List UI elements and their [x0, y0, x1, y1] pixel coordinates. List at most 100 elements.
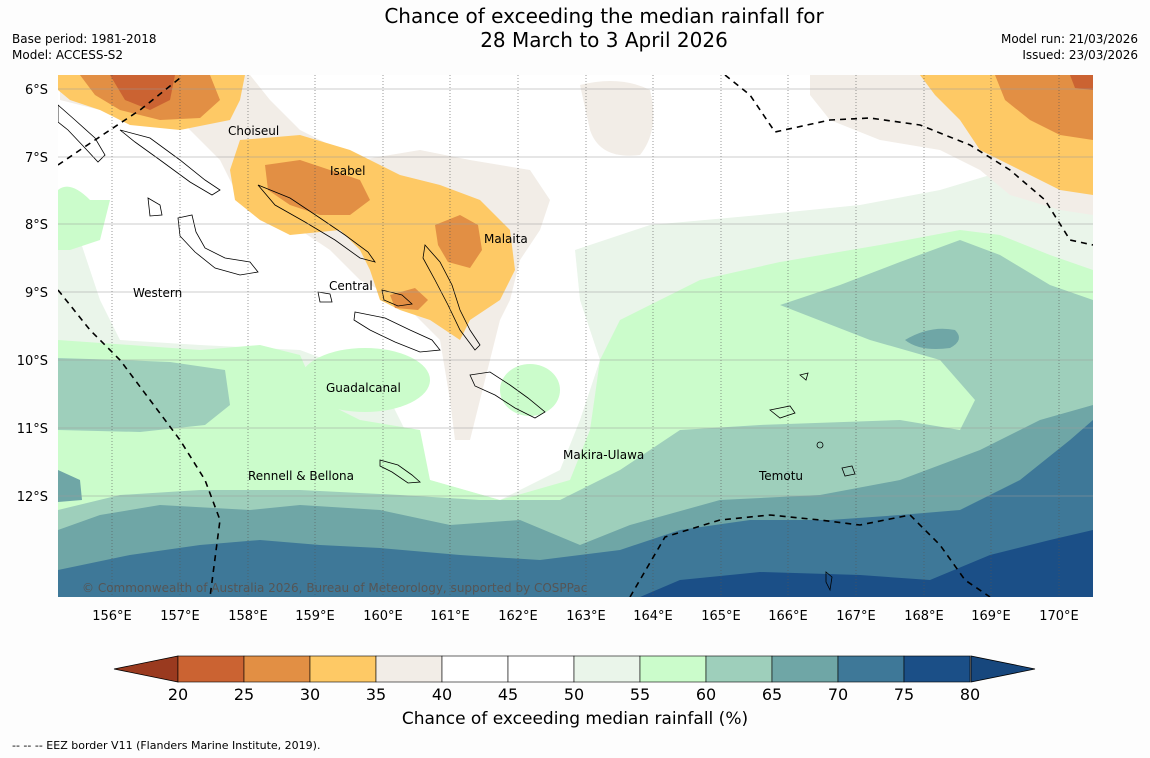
- isabel-coast: [257, 184, 376, 263]
- base-period: Base period: 1981-2018: [12, 32, 157, 46]
- newgeorgia-coast: [177, 214, 259, 276]
- choiseul-coast: [119, 129, 221, 196]
- colorbar-cell: [705, 655, 773, 683]
- lon-label: 167°E: [836, 609, 876, 624]
- colorbar-ticks: 20 25 30 35 40 45 50 55 60 65 70 75 80: [168, 685, 980, 700]
- colorbar-cell: [837, 655, 905, 683]
- lon-label: 165°E: [701, 609, 741, 624]
- nggela-coast: [381, 289, 413, 307]
- lat-axis: 6°S 7°S 8°S 9°S 10°S 11°S 12°S: [17, 83, 48, 505]
- colorbar-tick: 65: [762, 685, 782, 700]
- coastlines: [58, 104, 856, 592]
- colorbar-cell: [903, 655, 971, 683]
- lat-label: 8°S: [25, 218, 48, 233]
- colorbar-low-arrow: [113, 655, 179, 683]
- colorbar-cell: [375, 655, 443, 683]
- rennell-coast: [379, 459, 421, 484]
- makira-coast: [469, 371, 546, 419]
- colorbar: 20 25 30 35 40 45 50 55 60 65 70 75 80: [113, 655, 1036, 700]
- run-info: Model run: 21/03/2026 Issued: 23/03/2026: [1001, 31, 1138, 63]
- colorbar-cell: [309, 655, 377, 683]
- lon-label: 159°E: [295, 609, 335, 624]
- colorbar-cell: [177, 655, 245, 683]
- band-40-45-small: [580, 81, 654, 156]
- eez-legend-note: -- -- -- EEZ border V11 (Flanders Marine…: [12, 739, 321, 752]
- model-info: Base period: 1981-2018 Model: ACCESS-S2: [12, 31, 157, 63]
- eez-border: [58, 75, 1093, 597]
- band-70-75-blob: [905, 328, 959, 349]
- colorbar-cell: [441, 655, 509, 683]
- title-line-2: 28 March to 3 April 2026: [480, 28, 728, 52]
- vella-coast: [147, 197, 163, 217]
- malaita-coast: [422, 244, 481, 351]
- lat-label: 10°S: [17, 354, 48, 369]
- band-30-35-northeast: [995, 75, 1093, 140]
- bougainville-coast: [58, 104, 106, 163]
- reef-islands: [799, 372, 809, 381]
- lat-label: 11°S: [17, 422, 48, 437]
- santacruz-coast: [769, 405, 796, 419]
- colorbar-tick: 70: [828, 685, 848, 700]
- lon-label: 161°E: [430, 609, 470, 624]
- lon-label: 166°E: [768, 609, 808, 624]
- lon-axis: 156°E 157°E 158°E 159°E 160°E 161°E 162°…: [92, 609, 1079, 624]
- region-label-temotu: Temotu: [758, 469, 803, 483]
- band-60-65-makira: [500, 364, 560, 416]
- colorbar-tick: 75: [894, 685, 914, 700]
- issued-date: Issued: 23/03/2026: [1022, 48, 1138, 62]
- region-label-malaita: Malaita: [484, 232, 528, 246]
- colorbar-cell: [771, 655, 839, 683]
- lat-label: 6°S: [25, 83, 48, 98]
- colorbar-tick: 20: [168, 685, 188, 700]
- colorbar-tick: 50: [564, 685, 584, 700]
- lon-label: 162°E: [498, 609, 538, 624]
- band-80-plus: [640, 530, 1093, 597]
- title-line-1: Chance of exceeding the median rainfall …: [384, 4, 824, 28]
- tikopia-island: [816, 441, 824, 449]
- region-label-western: Western: [133, 286, 182, 300]
- lon-label: 168°E: [904, 609, 944, 624]
- temotu-island: [841, 465, 856, 477]
- anuta-island: [825, 571, 833, 592]
- colorbar-tick: 25: [234, 685, 254, 700]
- colorbar-tick: 45: [498, 685, 518, 700]
- colorbar-cell: [243, 655, 311, 683]
- colorbar-tick: 80: [960, 685, 980, 700]
- colorbar-cell: [639, 655, 707, 683]
- lat-label: 9°S: [25, 286, 48, 301]
- region-label-guadalcanal: Guadalcanal: [326, 381, 401, 395]
- band-25-30-north: [110, 75, 175, 110]
- lon-label: 163°E: [566, 609, 606, 624]
- region-label-makira: Makira-Ulawa: [563, 448, 644, 462]
- colorbar-title: Chance of exceeding median rainfall (%): [401, 709, 749, 729]
- band-25-30-northeast: [1070, 75, 1093, 90]
- band-65-70: [58, 358, 230, 432]
- band-30-35-malaita: [435, 215, 482, 268]
- rainfall-map: Choiseul Isabel Malaita Western Central …: [17, 75, 1093, 700]
- lon-label: 164°E: [633, 609, 673, 624]
- colorbar-high-arrow: [970, 655, 1036, 683]
- lon-gridlines: [111, 75, 1060, 597]
- band-30-35-central: [390, 288, 428, 310]
- lat-gridlines: [58, 88, 1093, 497]
- copyright-notice: © Commonwealth of Australia 2026, Bureau…: [82, 581, 587, 595]
- lat-label: 7°S: [25, 151, 48, 166]
- band-70-75-west: [58, 470, 82, 502]
- band-75-80: [58, 420, 1093, 597]
- colorbar-tick: 60: [696, 685, 716, 700]
- colorbar-cell: [507, 655, 575, 683]
- lon-label: 169°E: [971, 609, 1011, 624]
- band-60-65-guadalcanal: [300, 348, 430, 412]
- lon-label: 170°E: [1039, 609, 1079, 624]
- map-title: Chance of exceeding the median rainfall …: [0, 4, 1150, 52]
- lon-label: 157°E: [160, 609, 200, 624]
- region-label-central: Central: [329, 279, 373, 293]
- lon-label: 156°E: [92, 609, 132, 624]
- colorbar-cells: [177, 655, 971, 683]
- colorbar-tick: 35: [366, 685, 386, 700]
- band-30-35-isabel: [265, 160, 370, 215]
- colorbar-cell: [573, 655, 641, 683]
- region-label-isabel: Isabel: [330, 164, 365, 178]
- russell-coast: [317, 291, 333, 303]
- model-run: Model run: 21/03/2026: [1000, 32, 1138, 46]
